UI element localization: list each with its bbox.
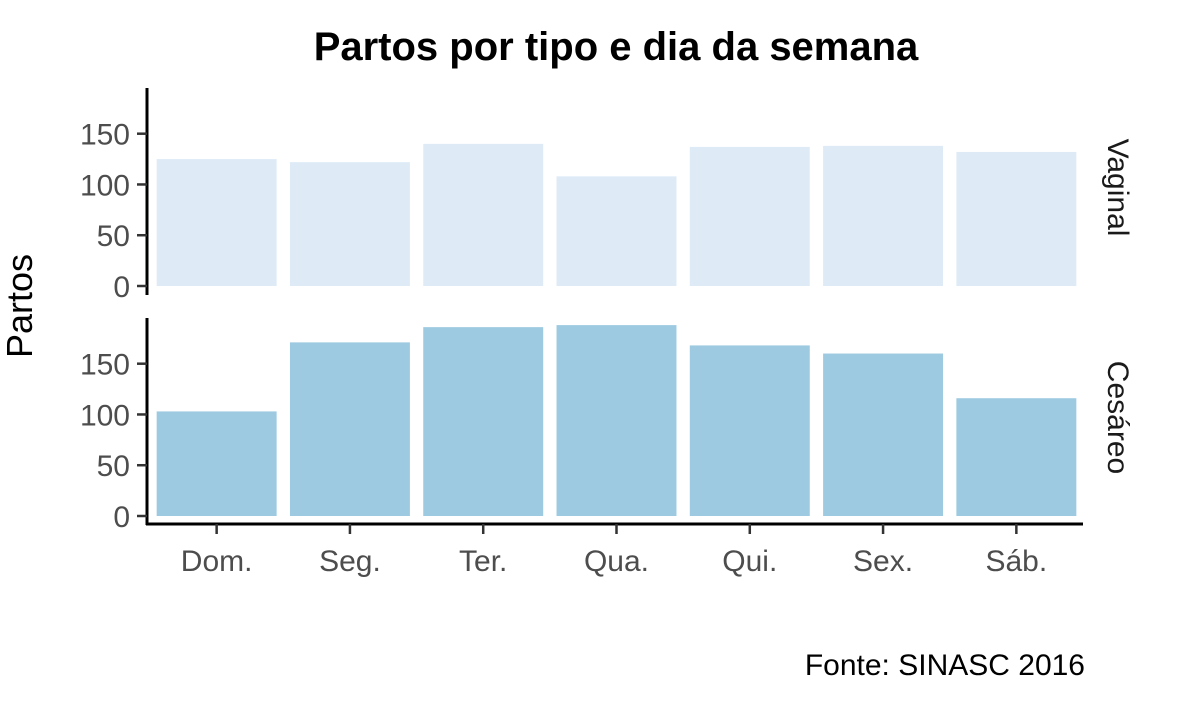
bar-cesareo-1 <box>289 342 410 516</box>
strip-label-cesareo: Cesáreo <box>1101 361 1134 474</box>
bar-vaginal-2 <box>423 143 544 286</box>
y-tick-label-vaginal-50: 50 <box>97 220 130 253</box>
y-tick-label-cesareo-150: 150 <box>80 349 130 382</box>
y-tick-label-vaginal-0: 0 <box>113 271 130 304</box>
facet-panels: 0 50 100 150 Vaginal 0 50 100 150 Cesáreo <box>80 88 1134 534</box>
bar-cesareo-4 <box>689 345 810 516</box>
y-tick-label-vaginal-100: 100 <box>80 169 130 202</box>
facet-panel-vaginal: 0 50 100 150 Vaginal <box>80 88 1134 304</box>
x-tick-label-2: Ter. <box>459 545 507 578</box>
x-axis: Dom. Seg. Ter. Qua. Qui. Sex. Sáb. <box>146 522 1083 578</box>
x-tick-label-1: Seg. <box>319 545 381 578</box>
bar-vaginal-5 <box>823 145 944 286</box>
y-tick-label-cesareo-0: 0 <box>113 501 130 534</box>
bar-vaginal-4 <box>689 146 810 286</box>
bar-cesareo-5 <box>823 353 944 516</box>
y-tick-label-vaginal-150: 150 <box>80 119 130 152</box>
bar-cesareo-0 <box>156 411 277 516</box>
x-tick-label-6: Sáb. <box>985 545 1047 578</box>
bar-vaginal-6 <box>956 151 1077 286</box>
y-axis-title: Partos <box>0 254 40 358</box>
bar-cesareo-6 <box>956 398 1077 516</box>
strip-label-vaginal: Vaginal <box>1101 139 1134 237</box>
y-tick-label-cesareo-100: 100 <box>80 399 130 432</box>
y-tick-label-cesareo-50: 50 <box>97 450 130 483</box>
x-tick-label-3: Qua. <box>584 545 649 578</box>
bar-vaginal-3 <box>556 176 677 286</box>
x-tick-label-0: Dom. <box>181 545 253 578</box>
chart-title: Partos por tipo e dia da semana <box>314 25 919 69</box>
bar-cesareo-3 <box>556 325 677 516</box>
x-tick-label-4: Qui. <box>722 545 777 578</box>
facet-panel-cesareo: 0 50 100 150 Cesáreo <box>80 318 1134 534</box>
bar-vaginal-0 <box>156 159 277 286</box>
bar-cesareo-2 <box>423 327 544 516</box>
chart-caption: Fonte: SINASC 2016 <box>805 649 1085 682</box>
bar-vaginal-1 <box>289 162 410 286</box>
x-tick-label-5: Sex. <box>853 545 913 578</box>
